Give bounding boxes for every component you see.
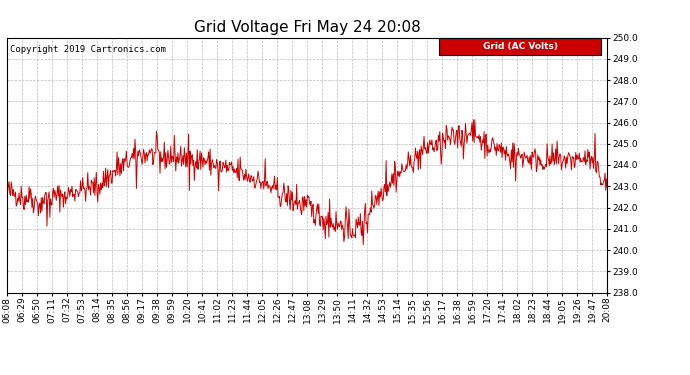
FancyBboxPatch shape	[439, 38, 601, 56]
Title: Grid Voltage Fri May 24 20:08: Grid Voltage Fri May 24 20:08	[194, 20, 420, 35]
Text: Copyright 2019 Cartronics.com: Copyright 2019 Cartronics.com	[10, 45, 166, 54]
Text: Grid (AC Volts): Grid (AC Volts)	[483, 42, 558, 51]
